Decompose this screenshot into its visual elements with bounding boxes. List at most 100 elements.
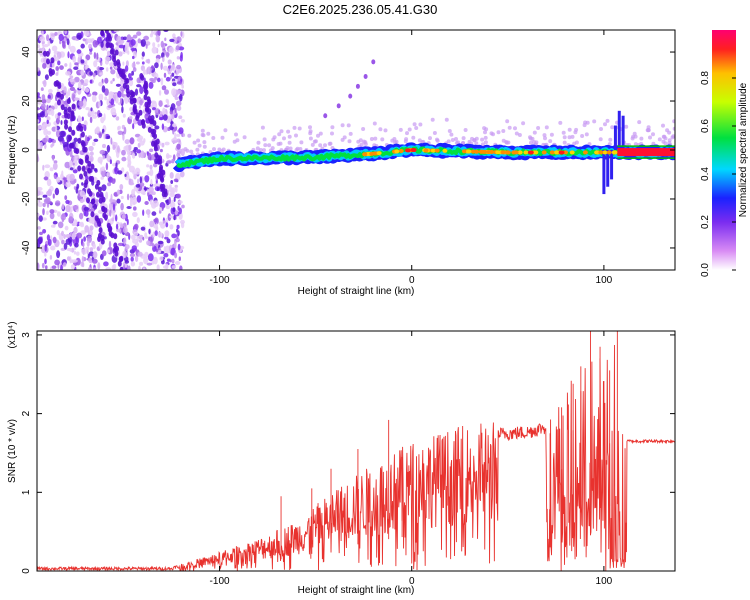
noise-mark (103, 113, 106, 121)
noise-mark (63, 86, 67, 94)
noise-mark (156, 264, 160, 270)
noise-mark (44, 244, 47, 252)
halo-mark (407, 127, 412, 132)
halo-mark (187, 133, 192, 138)
halo-mark (206, 131, 211, 136)
noise-mark (89, 225, 94, 231)
noise-mark (165, 263, 169, 270)
noise-mark (101, 166, 105, 172)
noise-mark (173, 214, 176, 221)
noise-mark (124, 244, 130, 250)
noise-mark (71, 232, 76, 240)
noise-mark (42, 62, 47, 69)
halo-mark (639, 136, 644, 141)
streak-mark (158, 158, 163, 165)
streak-mark (121, 73, 126, 79)
noise-mark (103, 261, 109, 267)
halo-mark (361, 127, 366, 131)
noise-mark (53, 160, 58, 164)
hot-mark (558, 150, 565, 155)
noise-mark (107, 182, 112, 187)
hot-mark (394, 149, 400, 154)
halo-mark (489, 131, 494, 136)
noise-mark (147, 58, 151, 64)
noise-mark (69, 248, 73, 252)
bottom-x-tick-label: -100 (210, 576, 230, 587)
noise-mark (130, 39, 136, 46)
noise-mark (136, 235, 140, 243)
hot-mark (554, 150, 560, 155)
noise-mark (123, 126, 127, 135)
streak-mark (83, 182, 88, 189)
noise-mark (90, 109, 95, 117)
noise-mark (58, 33, 64, 42)
noise-mark (166, 238, 171, 244)
noise-mark (153, 256, 158, 265)
halo-mark (286, 129, 291, 134)
halo-mark (592, 119, 597, 124)
streak-mark (83, 170, 88, 177)
hot-mark (527, 150, 534, 155)
noise-mark (181, 84, 184, 89)
noise-mark (172, 123, 177, 128)
noise-mark (175, 193, 181, 199)
halo-mark (308, 125, 312, 130)
noise-mark (128, 77, 133, 81)
y-multiplier-label: (x10⁴) (7, 321, 18, 348)
noise-mark (154, 230, 158, 237)
hot-mark (369, 151, 375, 156)
halo-mark (323, 143, 327, 148)
streak-mark (48, 70, 53, 77)
noise-mark (143, 257, 149, 265)
halo-mark (504, 140, 509, 145)
noise-mark (172, 36, 178, 44)
halo-mark (418, 122, 423, 127)
noise-mark (81, 255, 85, 263)
noise-mark (101, 184, 107, 192)
noise-mark (141, 51, 145, 57)
noise-mark (135, 184, 141, 188)
halo-mark (292, 125, 297, 130)
bottom-plot-frame (36, 330, 676, 572)
noise-mark (76, 183, 80, 189)
noise-mark (53, 174, 57, 179)
noise-mark (55, 66, 59, 71)
streak-mark (160, 176, 165, 183)
streak-mark (161, 191, 166, 198)
noise-mark (44, 74, 49, 80)
noise-mark (51, 45, 58, 52)
streak-mark (136, 112, 140, 119)
noise-mark (92, 72, 96, 77)
noise-mark (136, 31, 142, 36)
noise-mark (39, 36, 46, 42)
noise-mark (154, 62, 159, 69)
halo-mark (472, 138, 477, 142)
hot-mark (611, 150, 617, 155)
streak-mark (129, 98, 134, 105)
noise-mark (107, 249, 110, 254)
halo-mark (630, 136, 635, 141)
halo-mark (633, 142, 638, 147)
noise-mark (109, 91, 115, 96)
noise-mark (105, 191, 109, 200)
noise-mark (109, 62, 115, 67)
noise-mark (43, 128, 48, 136)
noise-mark (86, 240, 90, 247)
noise-mark (180, 148, 185, 157)
noise-mark (131, 189, 136, 197)
noise-mark (54, 259, 60, 266)
noise-mark (37, 262, 40, 270)
noise-mark (42, 137, 48, 143)
streak-mark (109, 48, 114, 55)
streak-mark (93, 203, 98, 210)
band-peak (617, 148, 675, 157)
halo-mark (651, 132, 655, 137)
halo-mark (633, 134, 638, 139)
halo-mark (542, 133, 547, 138)
hot-mark (523, 150, 529, 155)
noise-mark (124, 45, 129, 54)
halo-mark (313, 139, 318, 144)
noise-mark (163, 72, 167, 78)
hot-mark (362, 152, 368, 157)
noise-mark (104, 77, 109, 84)
